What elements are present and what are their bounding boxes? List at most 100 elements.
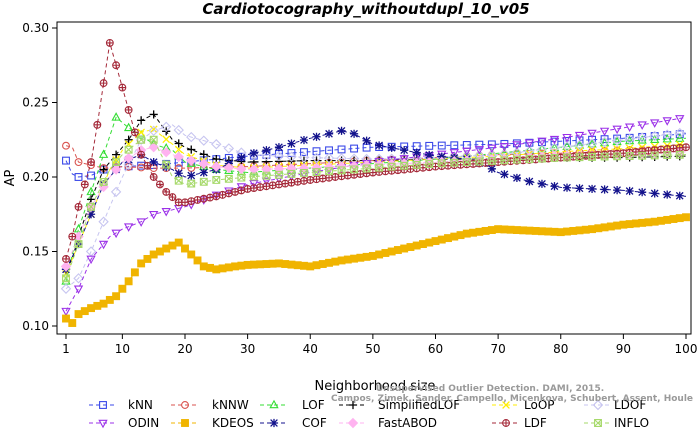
data-point-ldof xyxy=(261,150,272,161)
data-point-ldf xyxy=(80,180,89,189)
legend-marker-ldf xyxy=(502,419,510,427)
legend-label-kdeos: KDEOS xyxy=(212,416,254,430)
legend-label-knnw: kNNW xyxy=(212,398,249,412)
data-point-cof xyxy=(425,150,434,160)
data-point-lof xyxy=(562,141,572,150)
y-tick-label: 0.25 xyxy=(22,96,49,110)
data-point-fastabod xyxy=(236,163,247,175)
series-layer xyxy=(60,39,690,327)
data-point-cof xyxy=(650,189,659,198)
data-point-inflo xyxy=(337,166,346,175)
data-point-knn xyxy=(450,141,459,150)
data-point-inflo xyxy=(563,153,571,162)
x-tick-label: 1 xyxy=(62,342,70,356)
data-point-odin xyxy=(399,155,409,164)
legend-marker-odin xyxy=(98,419,108,429)
data-point-cof xyxy=(412,148,421,157)
data-point-inflo xyxy=(199,177,208,186)
data-point-ldf xyxy=(206,193,214,202)
data-point-cof xyxy=(613,186,622,195)
legend-marker-fastabod xyxy=(347,417,359,429)
data-point-kdeos xyxy=(68,319,77,327)
data-point-ldof xyxy=(73,273,84,284)
data-point-ldf xyxy=(118,83,127,92)
data-point-odin xyxy=(211,191,221,201)
data-point-ldf xyxy=(193,196,202,204)
data-point-ldof xyxy=(311,152,322,163)
data-point-ldf xyxy=(181,198,189,207)
data-point-inflo xyxy=(588,152,597,161)
data-point-inflo xyxy=(237,173,246,182)
data-point-simplifiedlof xyxy=(124,135,133,144)
data-point-inflo xyxy=(462,158,471,167)
data-point-inflo xyxy=(675,150,684,159)
data-point-knn xyxy=(475,140,484,149)
data-point-ldof xyxy=(148,125,159,137)
data-point-cof xyxy=(287,139,296,148)
plot-frame xyxy=(56,21,692,335)
data-point-odin xyxy=(499,143,510,152)
data-point-kdeos xyxy=(187,250,196,259)
data-point-kdeos xyxy=(118,284,127,293)
data-point-inflo xyxy=(112,158,121,167)
data-point-ldof xyxy=(161,121,172,133)
data-point-inflo xyxy=(224,174,233,183)
data-point-ldof xyxy=(286,151,297,162)
legend-item-lof: LOF xyxy=(260,398,325,412)
data-point-ldf xyxy=(124,106,133,114)
data-point-odin xyxy=(637,121,647,130)
data-point-cof xyxy=(362,136,371,145)
data-point-kdeos xyxy=(124,277,133,286)
data-point-lof xyxy=(111,112,121,121)
data-point-ldof xyxy=(611,135,623,146)
data-point-ldf xyxy=(87,158,96,166)
data-point-inflo xyxy=(538,154,546,163)
y-tick-label: 0.15 xyxy=(22,245,49,259)
data-point-inflo xyxy=(87,202,96,211)
legend-label-ldf: LDF xyxy=(524,416,547,430)
data-point-knn xyxy=(563,136,571,145)
data-point-inflo xyxy=(375,163,384,172)
watermark-line-2: Campos, Zimek, Sander, Campello, Micenko… xyxy=(331,394,693,404)
data-point-odin xyxy=(537,137,547,147)
data-point-odin xyxy=(224,187,234,196)
data-point-ldf xyxy=(143,161,152,170)
data-point-fastabod xyxy=(211,161,222,172)
series-inflo xyxy=(62,135,687,283)
data-point-odin xyxy=(599,127,610,137)
data-point-cof xyxy=(299,135,309,145)
legend-label-fastabod: FastABOD xyxy=(378,416,437,430)
legend-label-cof: COF xyxy=(302,416,327,430)
data-point-lof xyxy=(675,133,685,142)
data-point-loop xyxy=(137,128,146,137)
data-point-inflo xyxy=(362,164,371,173)
data-point-inflo xyxy=(162,160,171,169)
data-point-cof xyxy=(600,185,609,194)
data-point-odin xyxy=(524,139,535,148)
data-point-ldf xyxy=(168,193,177,201)
data-point-inflo xyxy=(325,167,333,176)
data-point-knnw xyxy=(62,141,70,150)
data-point-kdeos xyxy=(682,213,690,222)
legend-item-ldf: LDF xyxy=(492,416,547,430)
data-point-cof xyxy=(187,171,196,180)
data-point-odin xyxy=(474,146,485,155)
data-point-inflo xyxy=(387,162,396,171)
data-point-inflo xyxy=(212,176,221,184)
data-point-fastabod xyxy=(186,155,197,166)
x-tick-label: 100 xyxy=(675,342,698,356)
legend-marker-kdeos xyxy=(181,419,189,427)
data-point-cof xyxy=(525,177,534,186)
data-point-cof xyxy=(375,141,384,150)
y-tick-label: 0.20 xyxy=(22,170,49,184)
legend-marker-ldof xyxy=(592,399,604,411)
data-point-fastabod xyxy=(123,152,134,164)
data-point-kdeos xyxy=(112,292,121,301)
data-point-inflo xyxy=(187,179,196,188)
data-point-odin xyxy=(86,255,96,265)
data-point-inflo xyxy=(663,151,672,160)
legend-item-simplifiedlof: SimplifiedLOF xyxy=(339,398,460,412)
y-axis: 0.10 0.15 0.20 0.25 0.30 xyxy=(22,21,57,333)
data-point-odin xyxy=(73,285,84,294)
